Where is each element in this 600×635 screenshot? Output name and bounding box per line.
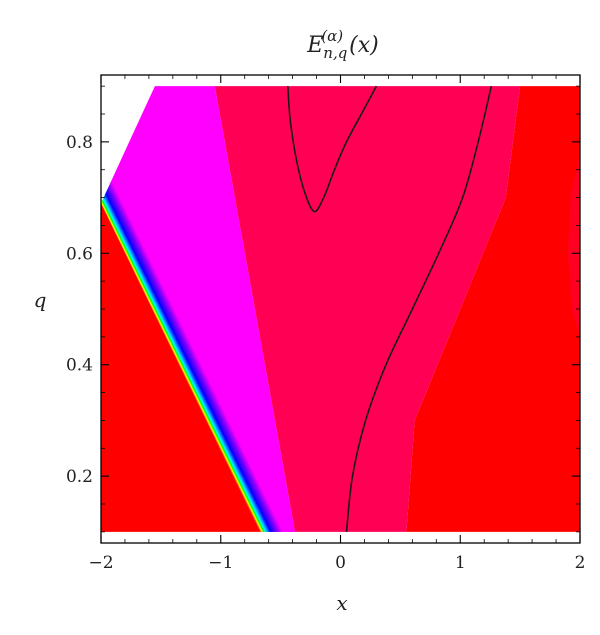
region-red-right — [406, 86, 580, 532]
right-contour — [345, 85, 493, 532]
rainbow-band-fill — [101, 86, 295, 532]
x-axis-ticks: −2 −1 0 1 2 — [88, 75, 585, 573]
loop-contour — [287, 85, 378, 213]
x-tick-label: −1 — [208, 553, 233, 573]
y-tick-label: 0.4 — [66, 356, 93, 376]
title-base: E — [306, 33, 323, 58]
x-axis-label: x — [336, 591, 347, 615]
x-tick-label: 1 — [455, 553, 466, 573]
y-axis-label: q — [34, 288, 47, 312]
y-tick-label: 0.8 — [66, 133, 93, 153]
filled-regions — [101, 86, 580, 532]
x-tick-label: 2 — [575, 553, 586, 573]
region-crimson-main — [214, 86, 521, 532]
title-argument: (x) — [349, 33, 379, 58]
region-red-far-right — [568, 153, 580, 337]
title-superscript: (α) — [321, 27, 343, 45]
title-subscript: n,q — [323, 44, 347, 62]
x-tick-label: −2 — [88, 553, 113, 573]
chart-title: En,q(α) (x) — [306, 27, 379, 62]
x-tick-label: 0 — [335, 553, 346, 573]
contour-lines — [287, 85, 493, 532]
rainbow-band — [101, 86, 295, 532]
y-axis-ticks: 0.2 0.4 0.6 0.8 — [66, 85, 580, 533]
region-red-lower-left — [101, 203, 261, 532]
plot-area — [101, 85, 580, 532]
y-tick-label: 0.6 — [66, 244, 93, 264]
y-tick-label: 0.2 — [66, 467, 93, 487]
